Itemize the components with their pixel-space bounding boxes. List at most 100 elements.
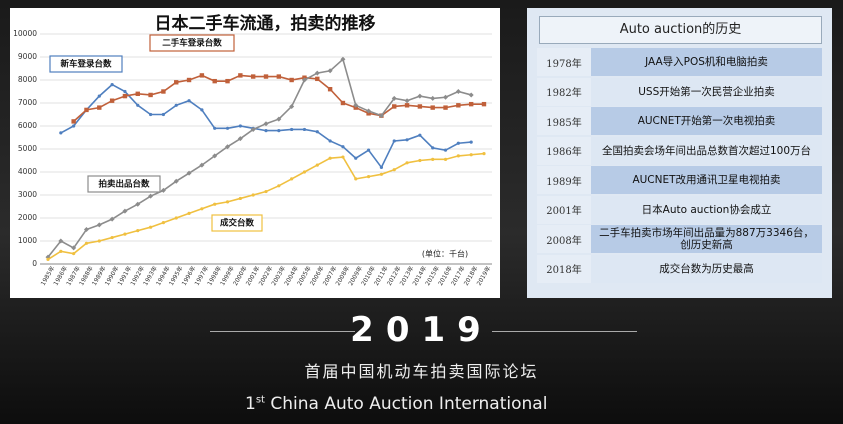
marker (148, 112, 153, 117)
table-row: 1989年 AUCNET改用通讯卫星电视拍卖 (537, 166, 822, 194)
footer-number: 1 (245, 394, 256, 414)
marker (379, 172, 384, 176)
event-cell: USS开始第一次民营企业拍卖 (591, 77, 822, 106)
marker (327, 87, 333, 92)
event-cell: 成交台数为历史最高 (591, 254, 822, 283)
marker (276, 74, 282, 79)
marker (443, 105, 448, 110)
year-cell: 1982年 (537, 77, 591, 106)
marker (315, 163, 319, 167)
marker (456, 141, 460, 145)
marker (289, 77, 294, 83)
marker (315, 130, 319, 134)
marker (456, 103, 461, 108)
marker (122, 93, 128, 99)
year-cell: 1978年 (537, 48, 591, 76)
marker (379, 165, 384, 169)
marker (186, 170, 192, 176)
marker (469, 153, 473, 157)
y-tick-label: 6000 (18, 121, 37, 130)
marker (122, 208, 128, 214)
y-tick-label: 5000 (18, 144, 37, 153)
marker (443, 148, 448, 152)
marker (97, 239, 101, 243)
marker (200, 207, 204, 211)
marker (328, 156, 332, 160)
marker (353, 102, 359, 108)
marker (328, 139, 332, 143)
marker (354, 177, 358, 181)
marker (136, 103, 140, 107)
marker (455, 89, 461, 94)
marker (186, 77, 192, 83)
marker (59, 249, 63, 253)
table-row: 2018年 成交台数为历史最高 (537, 254, 822, 283)
callout-box (87, 175, 161, 193)
marker (391, 95, 397, 101)
marker (289, 103, 295, 109)
marker (302, 170, 307, 174)
marker (58, 238, 64, 244)
series-label: 成交台数 (220, 218, 255, 229)
marker (392, 104, 397, 109)
marker (135, 91, 140, 96)
footer-suffix: st (255, 394, 265, 406)
marker (276, 116, 282, 122)
y-tick-label: 4000 (18, 167, 37, 176)
marker (430, 95, 436, 101)
marker (71, 245, 77, 251)
marker (366, 148, 371, 152)
marker (213, 126, 217, 130)
marker (97, 94, 101, 98)
marker (59, 131, 63, 135)
marker (187, 211, 191, 215)
marker (378, 113, 384, 119)
series-label: 二手车登录台数 (162, 38, 222, 49)
marker (340, 56, 346, 62)
marker (417, 93, 423, 99)
footer-english: 1st China Auto Auction International (245, 394, 547, 414)
marker (174, 103, 178, 107)
table-row: 1986年 全国拍卖会场年间出品总数首次超过100万台 (537, 136, 822, 165)
marker (264, 189, 268, 194)
marker (251, 193, 255, 197)
marker (250, 126, 256, 132)
marker (482, 152, 486, 156)
marker (468, 92, 474, 98)
marker (264, 129, 268, 133)
marker (418, 158, 422, 163)
marker (187, 99, 191, 103)
marker (404, 103, 410, 108)
marker (212, 153, 218, 159)
y-tick-label: 1000 (18, 236, 37, 245)
marker (160, 187, 166, 193)
year-cell: 1989年 (537, 166, 591, 194)
marker (110, 83, 114, 87)
table-row: 1985年 AUCNET开始第一次电视拍卖 (537, 107, 822, 135)
table-row: 2008年 二手车拍卖市场年间出品量为887万3346台，创历史新高 (537, 225, 822, 253)
marker (71, 119, 76, 124)
marker (237, 136, 243, 142)
marker (277, 184, 281, 188)
marker (430, 105, 435, 110)
y-tick-label: 0 (32, 259, 37, 268)
marker (392, 139, 396, 143)
marker (225, 200, 230, 204)
divider (210, 331, 355, 332)
year-cell: 2018年 (537, 254, 591, 283)
callout-box (49, 55, 123, 73)
marker (148, 92, 153, 98)
footer: 2019 首届中国机动车拍卖国际论坛 1st China Auto Auctio… (0, 300, 843, 424)
event-cell: 二手车拍卖市场年间出品量为887万3346台，创历史新高 (591, 225, 822, 253)
footer-year: 2019 (350, 310, 493, 350)
marker (238, 124, 242, 128)
marker (481, 101, 487, 107)
marker (392, 168, 396, 172)
marker (200, 108, 204, 112)
marker (327, 68, 333, 74)
marker (225, 126, 230, 130)
marker (173, 178, 179, 184)
marker (110, 235, 114, 240)
marker (469, 140, 473, 144)
